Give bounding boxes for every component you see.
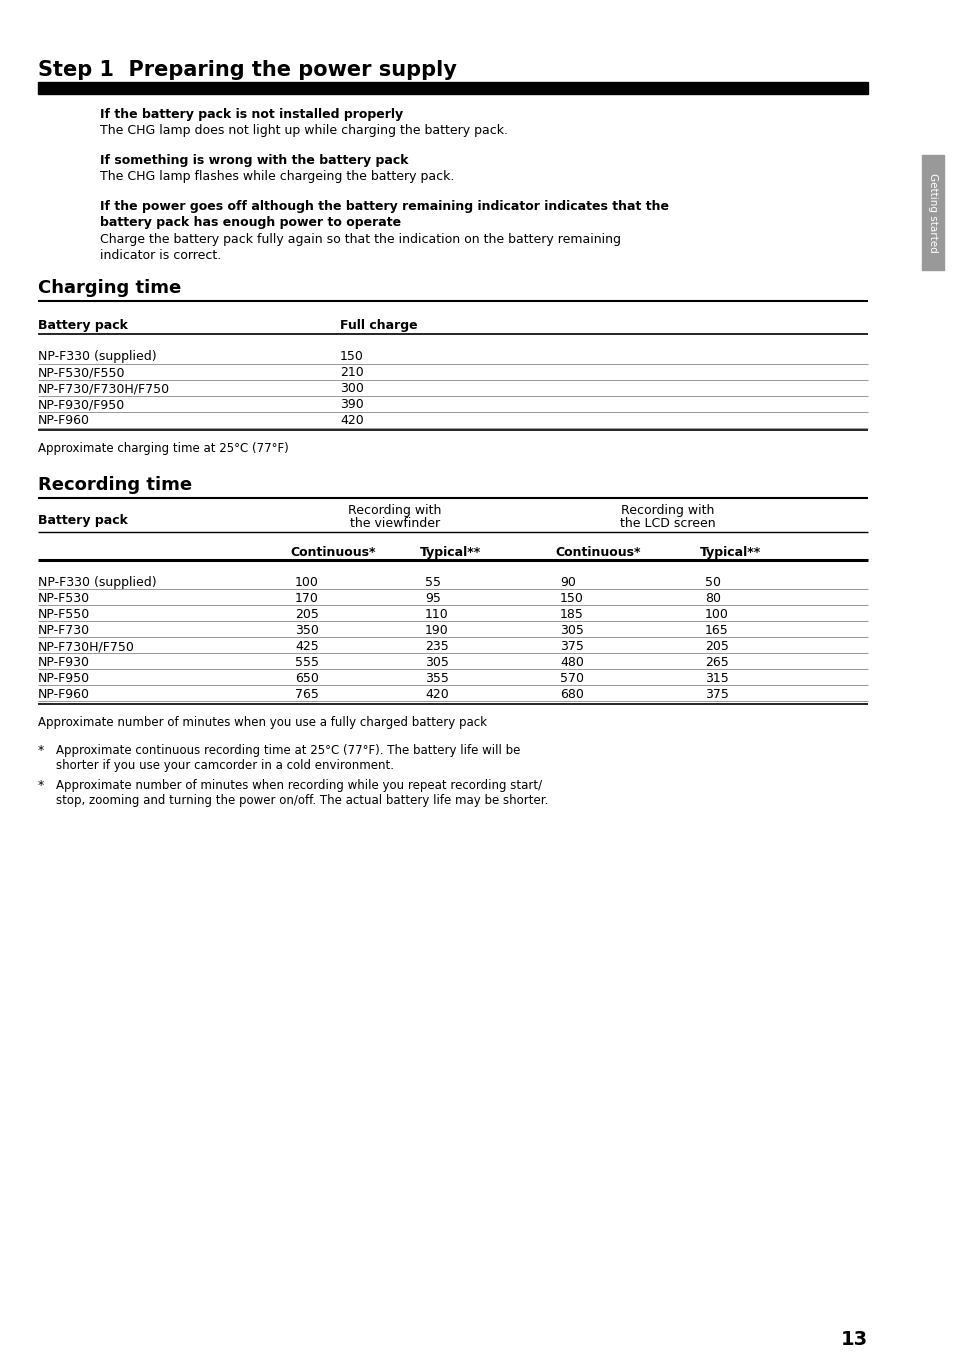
Text: 90: 90 xyxy=(559,576,576,589)
Text: indicator is correct.: indicator is correct. xyxy=(100,249,221,262)
Text: 205: 205 xyxy=(704,639,728,653)
Text: 265: 265 xyxy=(704,656,728,669)
Text: The CHG lamp flashes while chargeing the battery pack.: The CHG lamp flashes while chargeing the… xyxy=(100,170,454,183)
Text: 555: 555 xyxy=(294,656,318,669)
Text: shorter if you use your camcorder in a cold environment.: shorter if you use your camcorder in a c… xyxy=(56,758,394,772)
Text: 110: 110 xyxy=(424,608,448,621)
Text: Battery pack: Battery pack xyxy=(38,514,128,527)
Text: the LCD screen: the LCD screen xyxy=(619,516,715,530)
Text: 210: 210 xyxy=(339,366,363,379)
Text: NP-F960: NP-F960 xyxy=(38,688,90,700)
Text: 375: 375 xyxy=(704,688,728,700)
Text: 305: 305 xyxy=(424,656,449,669)
Text: Continuous*: Continuous* xyxy=(290,546,375,558)
Text: NP-F530: NP-F530 xyxy=(38,592,90,604)
Text: NP-F730H/F750: NP-F730H/F750 xyxy=(38,639,134,653)
Text: Full charge: Full charge xyxy=(339,319,417,333)
Text: Battery pack: Battery pack xyxy=(38,319,128,333)
Text: 680: 680 xyxy=(559,688,583,700)
Text: 390: 390 xyxy=(339,397,363,411)
Text: stop, zooming and turning the power on/off. The actual battery life may be short: stop, zooming and turning the power on/o… xyxy=(56,794,548,807)
Text: 315: 315 xyxy=(704,672,728,685)
Text: 480: 480 xyxy=(559,656,583,669)
Text: NP-F330 (supplied): NP-F330 (supplied) xyxy=(38,576,156,589)
Text: 425: 425 xyxy=(294,639,318,653)
Text: NP-F730: NP-F730 xyxy=(38,625,90,637)
Text: 300: 300 xyxy=(339,383,363,395)
Text: 150: 150 xyxy=(339,350,363,362)
Text: NP-F960: NP-F960 xyxy=(38,414,90,427)
Text: Recording with: Recording with xyxy=(348,504,441,516)
Text: 95: 95 xyxy=(424,592,440,604)
Text: NP-F930: NP-F930 xyxy=(38,656,90,669)
Text: Step 1  Preparing the power supply: Step 1 Preparing the power supply xyxy=(38,59,456,80)
Text: Continuous*: Continuous* xyxy=(555,546,639,558)
Text: Typical**: Typical** xyxy=(419,546,480,558)
Text: NP-F530/F550: NP-F530/F550 xyxy=(38,366,126,379)
Text: Approximate continuous recording time at 25°C (77°F). The battery life will be: Approximate continuous recording time at… xyxy=(56,744,519,757)
Text: 55: 55 xyxy=(424,576,440,589)
Bar xyxy=(38,82,867,95)
Text: 190: 190 xyxy=(424,625,448,637)
Text: Charging time: Charging time xyxy=(38,279,181,297)
Text: Approximate charging time at 25°C (77°F): Approximate charging time at 25°C (77°F) xyxy=(38,442,289,456)
Text: 165: 165 xyxy=(704,625,728,637)
Text: 650: 650 xyxy=(294,672,318,685)
Text: 355: 355 xyxy=(424,672,449,685)
Text: 100: 100 xyxy=(294,576,318,589)
Text: Charge the battery pack fully again so that the indication on the battery remain: Charge the battery pack fully again so t… xyxy=(100,233,620,246)
Text: 185: 185 xyxy=(559,608,583,621)
Text: If the power goes off although the battery remaining indicator indicates that th: If the power goes off although the batte… xyxy=(100,200,668,214)
Text: battery pack has enough power to operate: battery pack has enough power to operate xyxy=(100,216,400,228)
Text: Getting started: Getting started xyxy=(927,173,937,253)
Text: 305: 305 xyxy=(559,625,583,637)
Text: If something is wrong with the battery pack: If something is wrong with the battery p… xyxy=(100,154,408,168)
Text: 170: 170 xyxy=(294,592,318,604)
Text: 50: 50 xyxy=(704,576,720,589)
Text: 570: 570 xyxy=(559,672,583,685)
Text: Approximate number of minutes when you use a fully charged battery pack: Approximate number of minutes when you u… xyxy=(38,717,486,729)
Text: 13: 13 xyxy=(840,1330,867,1349)
Text: 420: 420 xyxy=(424,688,448,700)
Text: 80: 80 xyxy=(704,592,720,604)
Text: Recording with: Recording with xyxy=(620,504,714,516)
Text: NP-F330 (supplied): NP-F330 (supplied) xyxy=(38,350,156,362)
Text: the viewfinder: the viewfinder xyxy=(350,516,439,530)
Text: Typical**: Typical** xyxy=(700,546,760,558)
Text: 100: 100 xyxy=(704,608,728,621)
Text: Recording time: Recording time xyxy=(38,476,192,493)
Text: 765: 765 xyxy=(294,688,318,700)
Text: If the battery pack is not installed properly: If the battery pack is not installed pro… xyxy=(100,108,403,120)
Text: 375: 375 xyxy=(559,639,583,653)
Text: NP-F550: NP-F550 xyxy=(38,608,91,621)
Text: *: * xyxy=(38,779,44,792)
Text: 350: 350 xyxy=(294,625,318,637)
Text: 420: 420 xyxy=(339,414,363,427)
Text: 235: 235 xyxy=(424,639,448,653)
Bar xyxy=(921,155,943,270)
Text: NP-F950: NP-F950 xyxy=(38,672,90,685)
Text: 205: 205 xyxy=(294,608,318,621)
Text: 150: 150 xyxy=(559,592,583,604)
Text: NP-F930/F950: NP-F930/F950 xyxy=(38,397,125,411)
Text: The CHG lamp does not light up while charging the battery pack.: The CHG lamp does not light up while cha… xyxy=(100,124,507,137)
Text: NP-F730/F730H/F750: NP-F730/F730H/F750 xyxy=(38,383,170,395)
Text: Approximate number of minutes when recording while you repeat recording start/: Approximate number of minutes when recor… xyxy=(56,779,541,792)
Text: *: * xyxy=(38,744,44,757)
